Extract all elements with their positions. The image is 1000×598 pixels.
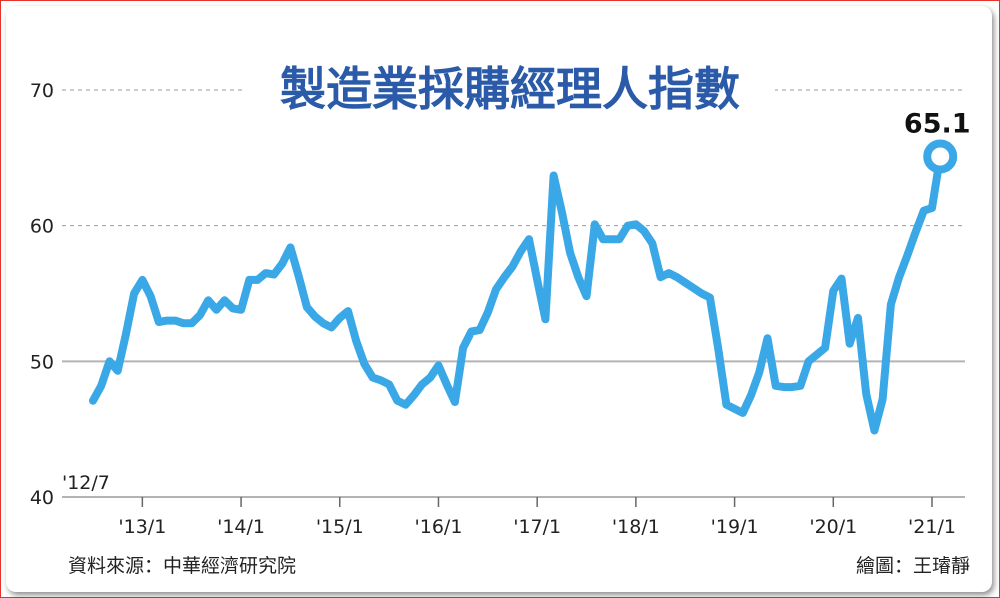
chart-title: 製造業採購經理人指數 bbox=[280, 62, 740, 116]
x-tick-label: '15/1 bbox=[316, 516, 364, 538]
x-tick-label: '21/1 bbox=[908, 516, 956, 538]
x-tick-label: '19/1 bbox=[711, 516, 759, 538]
series-line bbox=[89, 152, 945, 435]
x-tick-label: '20/1 bbox=[809, 516, 857, 538]
endpoint-value-label: 65.1 bbox=[904, 108, 971, 139]
y-tick-label: 60 bbox=[30, 216, 54, 238]
endpoint-marker bbox=[923, 139, 958, 174]
source-note: 資料來源：中華經濟研究院 bbox=[68, 555, 297, 577]
x-tick-label: '14/1 bbox=[217, 516, 265, 538]
annotation-layer: 65.1 bbox=[904, 108, 971, 174]
x-tick-label: '16/1 bbox=[415, 516, 463, 538]
start-label: '12/7 bbox=[62, 472, 110, 494]
title-background bbox=[245, 58, 775, 118]
x-tick-label: '17/1 bbox=[513, 516, 561, 538]
x-tick-label: '18/1 bbox=[612, 516, 660, 538]
series-layer bbox=[89, 152, 945, 435]
y-tick-label: 40 bbox=[30, 487, 54, 509]
axis-layer: 40 50 60 70 '13/1 '14/1 '15/1 '16/1 '17/1 '18/1 '1… bbox=[30, 80, 956, 538]
credit-note: 繪圖：王璿靜 bbox=[855, 555, 970, 577]
y-tick-label: 70 bbox=[30, 80, 54, 102]
y-tick-label: 50 bbox=[30, 351, 54, 373]
x-tick-label: '13/1 bbox=[118, 516, 166, 538]
